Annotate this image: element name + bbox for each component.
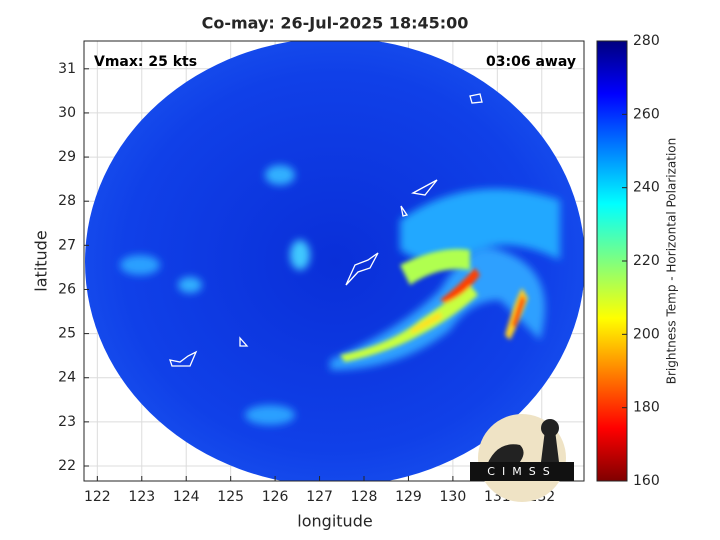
x-tick-label: 128 [351, 489, 378, 505]
logo-text: CIMSS [487, 465, 556, 478]
x-tick-label: 126 [262, 489, 289, 505]
x-tick-label: 127 [306, 489, 333, 505]
y-tick-label: 25 [58, 326, 76, 342]
x-tick-label: 125 [217, 489, 244, 505]
swath [85, 41, 584, 481]
colorbar-tick-label: 180 [633, 400, 660, 416]
plot-frame [83, 40, 585, 482]
colorbar-axis: 160 180 200 220 240 260 280 [622, 33, 660, 489]
x-tick-label: 123 [128, 489, 155, 505]
colorbar-tick-label: 260 [633, 106, 660, 122]
y-axis-label: latitude [32, 230, 51, 291]
y-tick-label: 28 [58, 193, 76, 209]
y-tick-label: 27 [58, 237, 76, 253]
x-axis-label: longitude [297, 512, 372, 531]
logo: CIMSS [470, 414, 574, 502]
colorbar-tick-label: 220 [633, 253, 660, 269]
colorbar-tick-label: 160 [633, 473, 660, 489]
x-tick-label: 129 [395, 489, 422, 505]
y-tick-label: 29 [58, 149, 76, 165]
y-tick-label: 26 [58, 281, 76, 297]
y-tick-label: 23 [58, 414, 76, 430]
x-tick-label: 122 [84, 489, 111, 505]
colorbar-label: Brightness Temp - Horizontal Polarizatio… [665, 138, 679, 385]
annotation: Vmax: 25 kts [94, 54, 197, 70]
y-tick-label: 31 [58, 61, 76, 77]
colorbar-tick-label: 280 [633, 33, 660, 49]
imagery [85, 41, 584, 481]
y-tick-label: 24 [58, 370, 76, 386]
chart-title: Co-may: 26-Jul-2025 18:45:00 [202, 14, 469, 33]
cloud-features [120, 93, 560, 425]
x-tick-label: 124 [173, 489, 200, 505]
y-tick-label: 30 [58, 105, 76, 121]
y-tick-label: 22 [58, 458, 76, 474]
colorbar-tick-label: 240 [633, 180, 660, 196]
colorbar-tick-label: 200 [633, 326, 660, 342]
x-tick-label: 130 [440, 489, 467, 505]
annotation: 03:06 away [486, 54, 576, 70]
